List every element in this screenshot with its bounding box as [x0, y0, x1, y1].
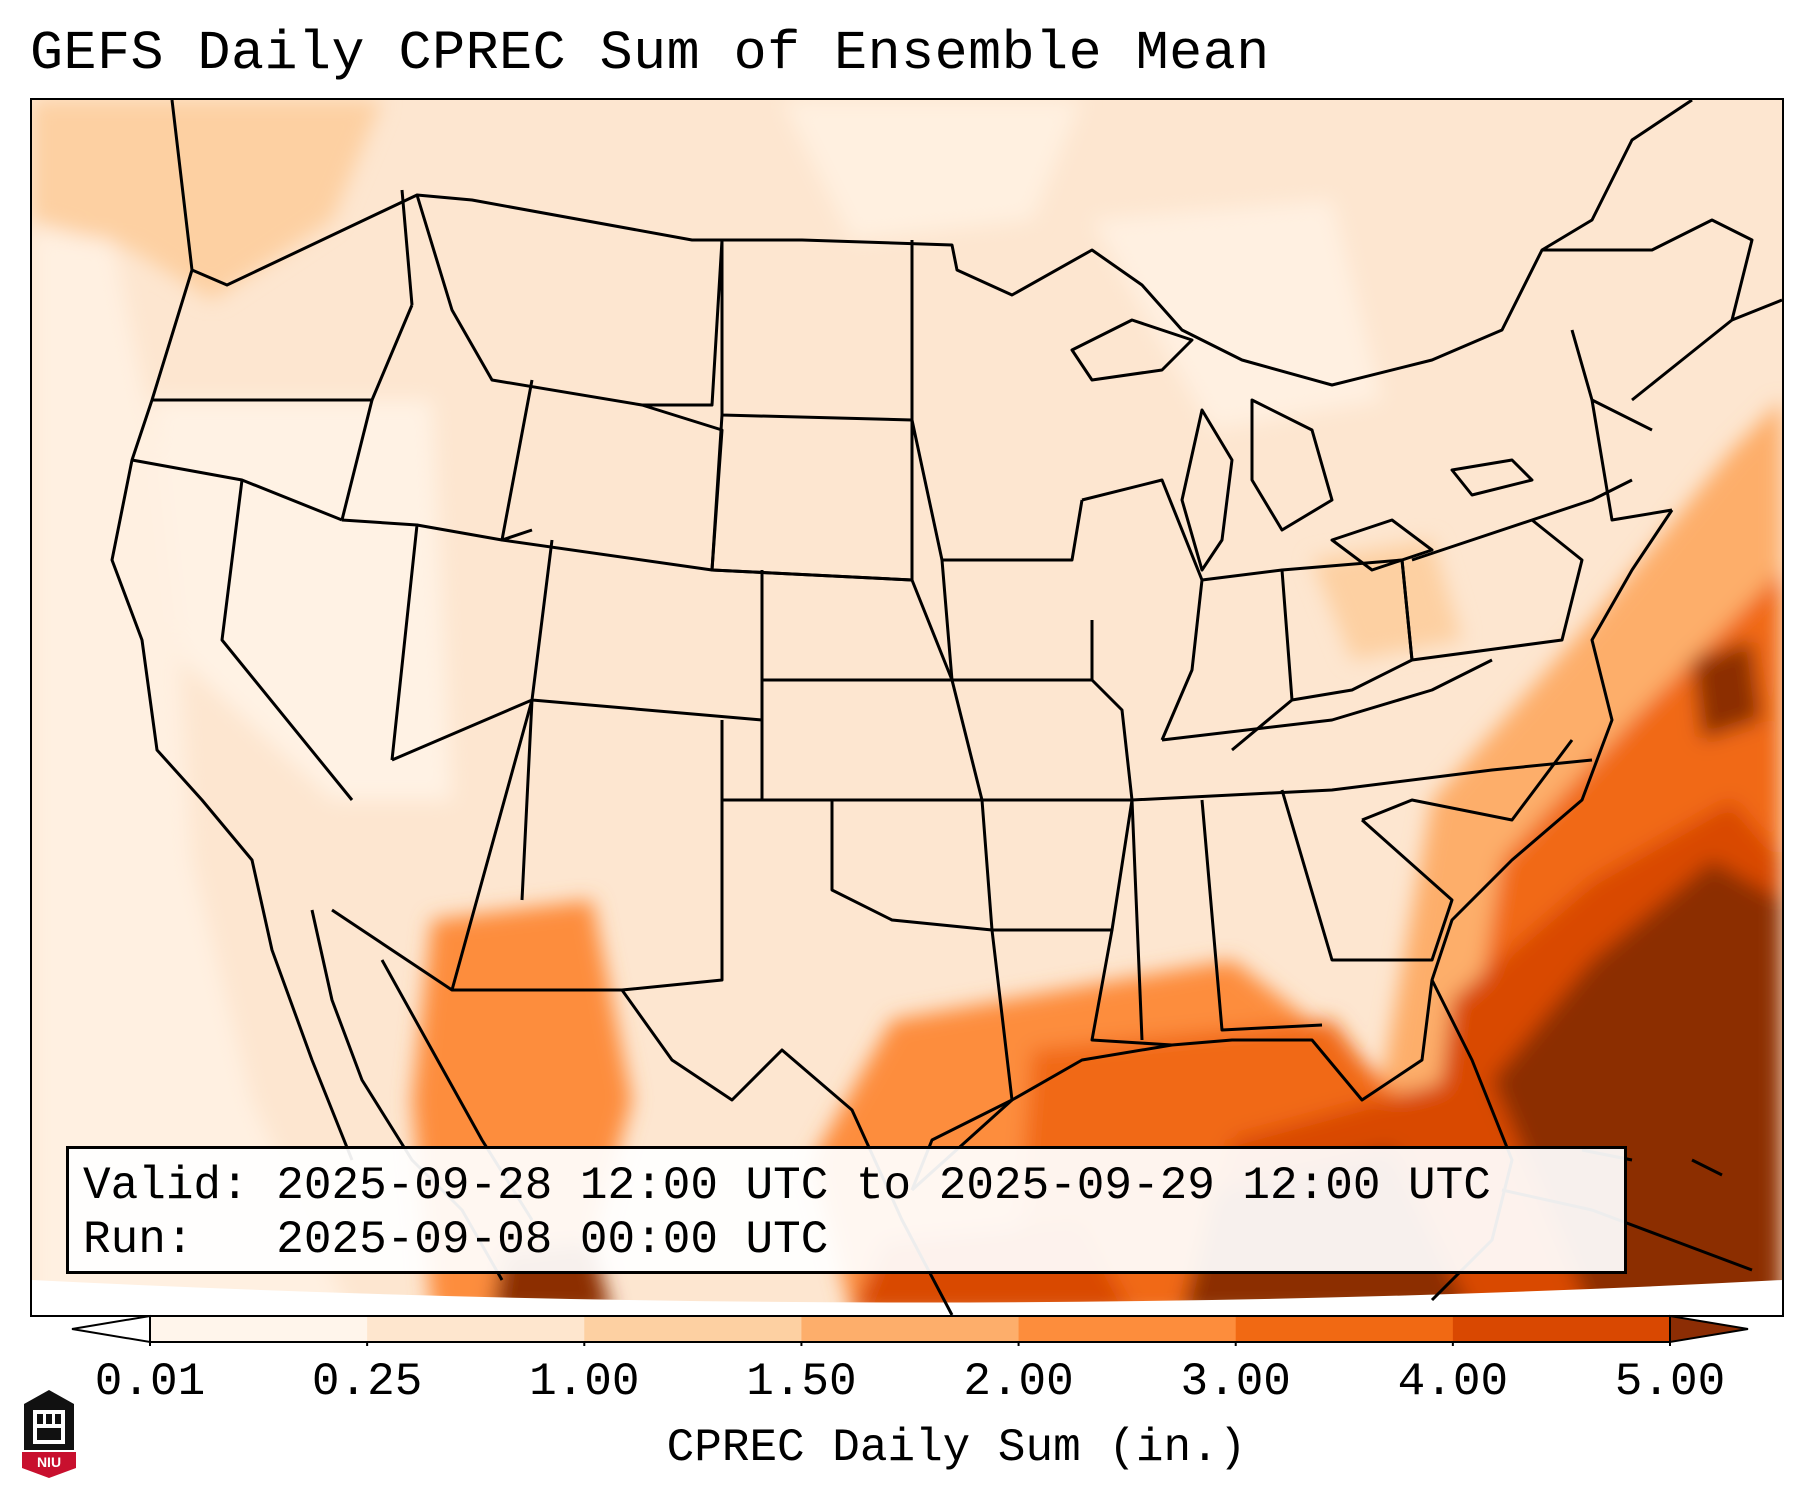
- colorbar-segment: [1235, 1316, 1454, 1342]
- colorbar-tick-label: 4.00: [1397, 1356, 1509, 1408]
- colorbar-label: CPREC Daily Sum (in.): [666, 1422, 1247, 1474]
- colorbar-graphic: [71, 1314, 1749, 1346]
- colorbar-segment: [1452, 1316, 1671, 1342]
- colorbar-tick-label: 1.50: [746, 1356, 857, 1408]
- map-canvas: [32, 100, 1782, 1315]
- precipitation-map: [30, 98, 1784, 1317]
- colorbar-tick-label: 0.01: [94, 1356, 206, 1408]
- colorbar-segment: [367, 1316, 585, 1342]
- projection-edge: [32, 1280, 1782, 1315]
- state-boundaries: [110, 100, 1782, 1315]
- colorbar-extend-low: [71, 1314, 151, 1344]
- valid-time: 2025-09-28 12:00 UTC to 2025-09-29 12:00…: [276, 1160, 1491, 1212]
- colorbar: [70, 1314, 1750, 1351]
- map-title: GEFS Daily CPREC Sum of Ensemble Mean: [30, 22, 1270, 85]
- run-line: Run: 2025-09-08 00:00 UTC: [83, 1213, 1610, 1267]
- niu-logo: NIU: [20, 1384, 78, 1480]
- run-time: 2025-09-08 00:00 UTC: [276, 1214, 829, 1266]
- run-label: Run:: [83, 1214, 194, 1266]
- valid-run-info-box: Valid: 2025-09-28 12:00 UTC to 2025-09-2…: [66, 1146, 1627, 1274]
- colorbar-segment: [801, 1316, 1020, 1342]
- colorbar-segment: [584, 1316, 802, 1342]
- colorbar-tick-label: 5.00: [1614, 1356, 1726, 1408]
- valid-label: Valid:: [83, 1160, 249, 1212]
- colorbar-tick-label: 0.25: [311, 1356, 423, 1408]
- svg-text:NIU: NIU: [37, 1454, 61, 1470]
- colorbar-segment: [1018, 1316, 1237, 1342]
- colorbar-outline: [149, 1315, 1671, 1343]
- colorbar-extend-high: [1669, 1314, 1749, 1344]
- colorbar-segment: [150, 1316, 368, 1342]
- colorbar-tick-label: 3.00: [1180, 1356, 1291, 1408]
- colorbar-tick-label: 1.00: [529, 1356, 640, 1408]
- colorbar-tick-label: 2.00: [963, 1356, 1074, 1408]
- valid-line: Valid: 2025-09-28 12:00 UTC to 2025-09-2…: [83, 1159, 1610, 1213]
